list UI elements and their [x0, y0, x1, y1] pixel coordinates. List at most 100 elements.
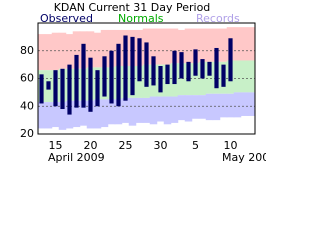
- record-high-band: [156, 28, 165, 65]
- record-high-band: [170, 28, 179, 64]
- observed-bar: [151, 56, 156, 86]
- x-tick-label: 30: [154, 139, 168, 152]
- x-tick-label: 25: [119, 139, 133, 152]
- record-high-band: [184, 28, 193, 64]
- observed-bar: [214, 47, 219, 89]
- observed-bar: [53, 70, 58, 107]
- observed-bar: [144, 42, 149, 87]
- legend-entry: Normals: [118, 12, 164, 25]
- record-low-band: [233, 92, 242, 118]
- chart-title: KDAN Current 31 Day Period: [54, 1, 211, 14]
- observed-bar: [207, 61, 212, 76]
- record-high-band: [247, 27, 256, 61]
- record-low-band: [51, 102, 60, 128]
- month-label: May 2009: [222, 151, 266, 164]
- observed-bar: [130, 36, 135, 96]
- normal-band: [205, 61, 214, 94]
- observed-bar: [228, 38, 233, 82]
- normal-band: [135, 66, 144, 98]
- record-low-band: [240, 92, 249, 116]
- normal-band: [240, 60, 249, 93]
- record-low-band: [156, 96, 165, 122]
- x-tick-label: 10: [224, 139, 238, 152]
- observed-bar: [39, 74, 44, 104]
- observed-bar: [109, 50, 114, 104]
- record-low-band: [114, 99, 123, 125]
- record-low-band: [100, 99, 109, 128]
- y-tick-label: 80: [20, 44, 34, 57]
- observed-bar: [193, 49, 198, 76]
- observed-bar: [200, 59, 205, 79]
- record-low-band: [79, 100, 88, 126]
- record-high-band: [37, 34, 46, 71]
- record-low-band: [135, 97, 144, 123]
- y-tick-label: 40: [20, 99, 34, 112]
- record-low-band: [44, 102, 53, 129]
- x-tick-label: 5: [192, 139, 199, 152]
- record-high-band: [191, 28, 200, 64]
- observed-bar: [88, 57, 93, 112]
- normal-band: [247, 60, 256, 93]
- record-low-band: [170, 96, 179, 123]
- record-low-band: [93, 99, 102, 129]
- observed-bar: [81, 43, 86, 108]
- observed-bar: [137, 38, 142, 82]
- normal-band: [177, 63, 186, 96]
- observed-bar: [158, 66, 163, 93]
- observed-bar: [165, 64, 170, 85]
- record-low-band: [107, 99, 116, 125]
- observed-bar: [95, 70, 100, 107]
- record-high-band: [44, 34, 53, 71]
- observed-bar: [221, 64, 226, 87]
- observed-bar: [67, 64, 72, 115]
- record-low-band: [72, 100, 81, 128]
- x-tick-label: 20: [84, 139, 98, 152]
- record-low-band: [184, 95, 193, 122]
- record-low-band: [247, 92, 256, 116]
- normal-band: [233, 60, 242, 93]
- record-high-band: [93, 32, 102, 68]
- record-low-band: [142, 97, 151, 123]
- record-low-band: [58, 102, 67, 130]
- record-high-band: [100, 29, 109, 68]
- chart: KDAN Current 31 Day Period Observed Norma…: [20, 1, 266, 164]
- legend-entry: Records: [196, 12, 240, 25]
- record-low-band: [128, 97, 137, 126]
- record-low-band: [191, 95, 200, 119]
- record-high-band: [212, 28, 221, 62]
- observed-bar: [74, 54, 79, 108]
- normal-band: [191, 63, 200, 96]
- record-low-band: [149, 96, 158, 125]
- record-low-band: [226, 93, 235, 118]
- record-high-band: [72, 31, 81, 69]
- record-low-band: [163, 96, 172, 125]
- observed-bar: [46, 81, 51, 90]
- record-high-band: [107, 29, 116, 68]
- record-high-band: [219, 28, 228, 62]
- observed-bar: [116, 43, 121, 107]
- record-high-band: [177, 29, 186, 64]
- record-high-band: [86, 31, 95, 68]
- month-label: April 2009: [48, 151, 105, 164]
- record-high-band: [198, 28, 207, 62]
- legend-entry: Observed: [40, 12, 93, 25]
- record-low-band: [37, 102, 46, 129]
- record-high-band: [240, 27, 249, 61]
- record-low-band: [121, 97, 130, 123]
- record-high-band: [163, 28, 172, 65]
- record-low-band: [86, 100, 95, 129]
- observed-bar: [123, 35, 128, 101]
- record-low-band: [212, 93, 221, 121]
- observed-bar: [60, 68, 65, 110]
- record-high-band: [51, 32, 60, 71]
- y-tick-label: 20: [20, 127, 34, 140]
- observed-bar: [186, 61, 191, 82]
- record-high-band: [205, 28, 214, 62]
- record-low-band: [177, 95, 186, 121]
- record-high-band: [65, 34, 74, 69]
- y-tick-label: 60: [20, 72, 34, 85]
- record-low-band: [198, 95, 207, 119]
- record-low-band: [205, 93, 214, 121]
- record-high-band: [233, 27, 242, 61]
- x-tick-label: 15: [49, 139, 63, 152]
